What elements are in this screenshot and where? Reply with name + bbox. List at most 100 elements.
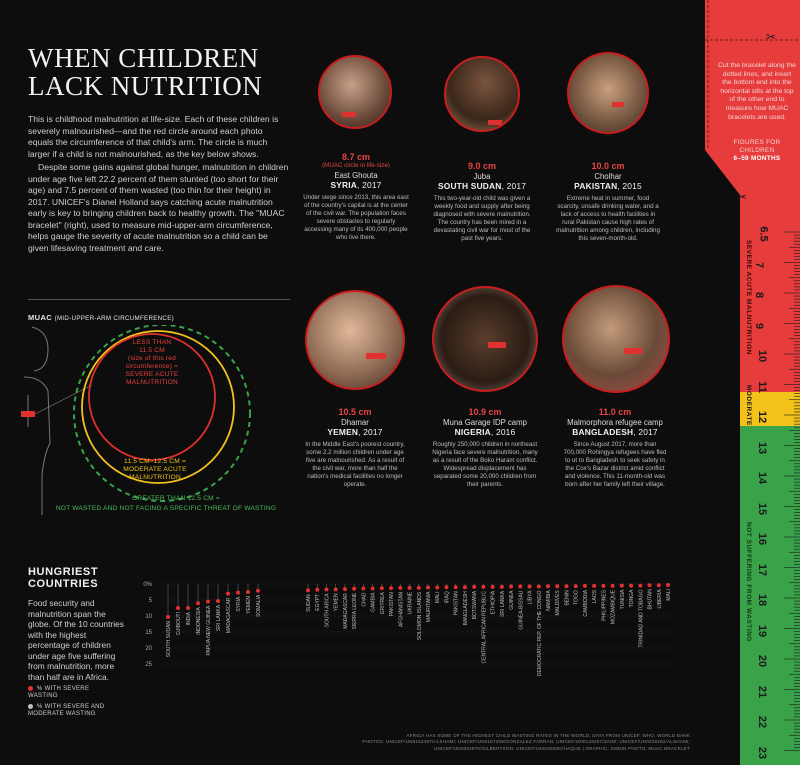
key-severe-line: circumference) = <box>125 363 179 370</box>
dot-severe <box>306 588 310 593</box>
dot-severe <box>490 584 495 589</box>
divider <box>28 299 290 300</box>
dot-severe <box>573 584 578 589</box>
dot-severe <box>453 585 458 590</box>
legend-severe-dot-icon <box>28 686 33 691</box>
category-label: EGYPT <box>315 594 321 611</box>
card-pakistan: 10.0 cm Cholhar PAKISTAN, 2015 Extreme h… <box>549 161 667 243</box>
dot-severe <box>619 583 624 588</box>
ruler-green-zone <box>740 426 800 765</box>
title-line-2: LACK NUTRITION <box>28 71 263 101</box>
card-description: Roughly 250,000 children in northeast Ni… <box>432 441 538 488</box>
ruler-red-left-cut <box>705 392 740 765</box>
category-label: SIERRA LEONE <box>352 592 358 629</box>
category-label: SRI LANKA <box>216 604 222 631</box>
card-description: Extreme heat in summer, food scarcity, u… <box>556 195 660 242</box>
hungriest-text: Food security and malnutrition span the … <box>28 598 124 682</box>
key-label-greater: GREATER THAN 12.5 CM = <box>132 495 220 502</box>
key-circle-severe <box>88 333 216 461</box>
dot-severe <box>555 584 560 589</box>
key-severe-line: (size of this red <box>127 355 177 362</box>
dot-severe <box>176 606 180 610</box>
ruler-notch <box>705 150 740 392</box>
category-label: CHAD <box>361 592 367 607</box>
ruler-figures-line: CHILDREN <box>739 147 775 154</box>
muac-title-label: MUAC <box>28 313 53 322</box>
ruler-ticks <box>784 231 800 751</box>
key-moderate-line: 11.5 CM–12.5 CM = <box>123 458 187 465</box>
ruler-figures-age: 6–59 MONTHS <box>733 155 781 162</box>
page-title: WHEN CHILDREN LACK NUTRITION <box>28 44 288 100</box>
muac-bracelet-ruler <box>705 0 800 765</box>
armband-marker <box>342 112 356 117</box>
category-label: IRAQ <box>444 591 450 603</box>
category-label: PHILIPPINES <box>601 589 607 621</box>
category-label: YEMEN <box>246 596 252 614</box>
dot-severe <box>666 582 670 587</box>
category-label: MADAGASCAR <box>226 597 232 633</box>
dot-severe <box>186 606 190 610</box>
photo-nigeria <box>432 286 538 392</box>
dot-severe <box>656 583 661 588</box>
dot-severe <box>610 583 615 588</box>
card-location: Cholhar <box>594 172 622 181</box>
category-label: TUNISIA <box>620 589 626 609</box>
card-country: SYRIA <box>330 180 358 190</box>
ruler-number: 14 <box>756 471 769 485</box>
dot-severe <box>236 590 240 595</box>
y-tick-label: 15 <box>145 630 152 636</box>
dot-severe <box>601 583 606 588</box>
ruler-number: 11 <box>755 380 768 393</box>
category-label: MALDIVES <box>555 590 561 616</box>
key-label-not-wasted: NOT WASTED AND NOT FACING A SPECIFIC THR… <box>55 505 277 512</box>
card-measure: 11.0 cm <box>598 407 632 417</box>
card-syria: 8.7 cm (MUAC circle in life-size) East G… <box>297 152 415 242</box>
card-country: NIGERIA <box>454 427 491 437</box>
child-silhouette-icon <box>23 326 51 515</box>
ruler-number: 19 <box>756 624 769 637</box>
card-measure: 8.7 cm <box>341 152 371 162</box>
key-circle-normal <box>73 325 251 502</box>
armband-marker <box>488 342 506 348</box>
footer-line: UNICEF/UN0054970/GILBERTSON; UNICEF/UN01… <box>434 745 690 751</box>
card-measure: 10.0 cm <box>591 161 625 171</box>
dot-severe <box>582 583 587 588</box>
category-label: GUINEA-BISSAU <box>518 590 524 630</box>
card-year: 2016 <box>495 427 516 437</box>
dot-severe <box>527 584 532 589</box>
category-label: PAPUA NEW GUINEA <box>206 605 212 656</box>
photo-yemen <box>305 290 405 390</box>
card-south-sudan: 9.0 cm Juba SOUTH SUDAN, 2017 This two-y… <box>423 161 541 243</box>
y-tick-label: 20 <box>145 646 152 652</box>
armband-marker <box>366 353 386 359</box>
dot-severe <box>246 590 250 594</box>
dot-severe <box>638 583 643 588</box>
dot-severe <box>324 587 329 592</box>
category-label: ETHIOPIA <box>491 590 497 614</box>
category-label: INDONESIA <box>196 607 202 635</box>
scissors-icon: ✂ <box>766 30 777 44</box>
ruler-number: 9 <box>753 322 766 329</box>
dot-severe <box>361 586 366 591</box>
dot-severe <box>389 586 394 591</box>
category-label: SRI LANKA <box>500 590 506 617</box>
card-year: 2017 <box>638 427 658 437</box>
muac-key-diagram <box>21 325 251 515</box>
dot-severe <box>379 586 384 591</box>
card-location: Dhamar <box>341 418 369 427</box>
category-label: SOLOMON ISLANDS <box>417 591 423 640</box>
card-yemen: 10.5 cm Dhamar YEMEN, 2017 In the Middle… <box>296 407 414 489</box>
legend-both-label: % WITH SEVERE AND MODERATE WASTING <box>28 704 105 718</box>
intro-paragraph-2: Despite some gains against global hunger… <box>28 162 289 253</box>
dot-severe <box>426 585 430 590</box>
dot-severe <box>546 584 550 589</box>
legend-severe: % WITH SEVERE WASTING <box>28 686 118 700</box>
dot-severe <box>333 587 338 592</box>
ruler-number: 21 <box>756 685 769 698</box>
ruler-number: 20 <box>756 654 769 668</box>
dot-severe <box>226 591 230 596</box>
category-label: SUDAN <box>306 594 312 612</box>
key-severe-line: MALNUTRITION <box>126 379 178 386</box>
arm-marker-icon <box>21 411 35 417</box>
category-label: AFGHANISTAN <box>398 591 404 627</box>
